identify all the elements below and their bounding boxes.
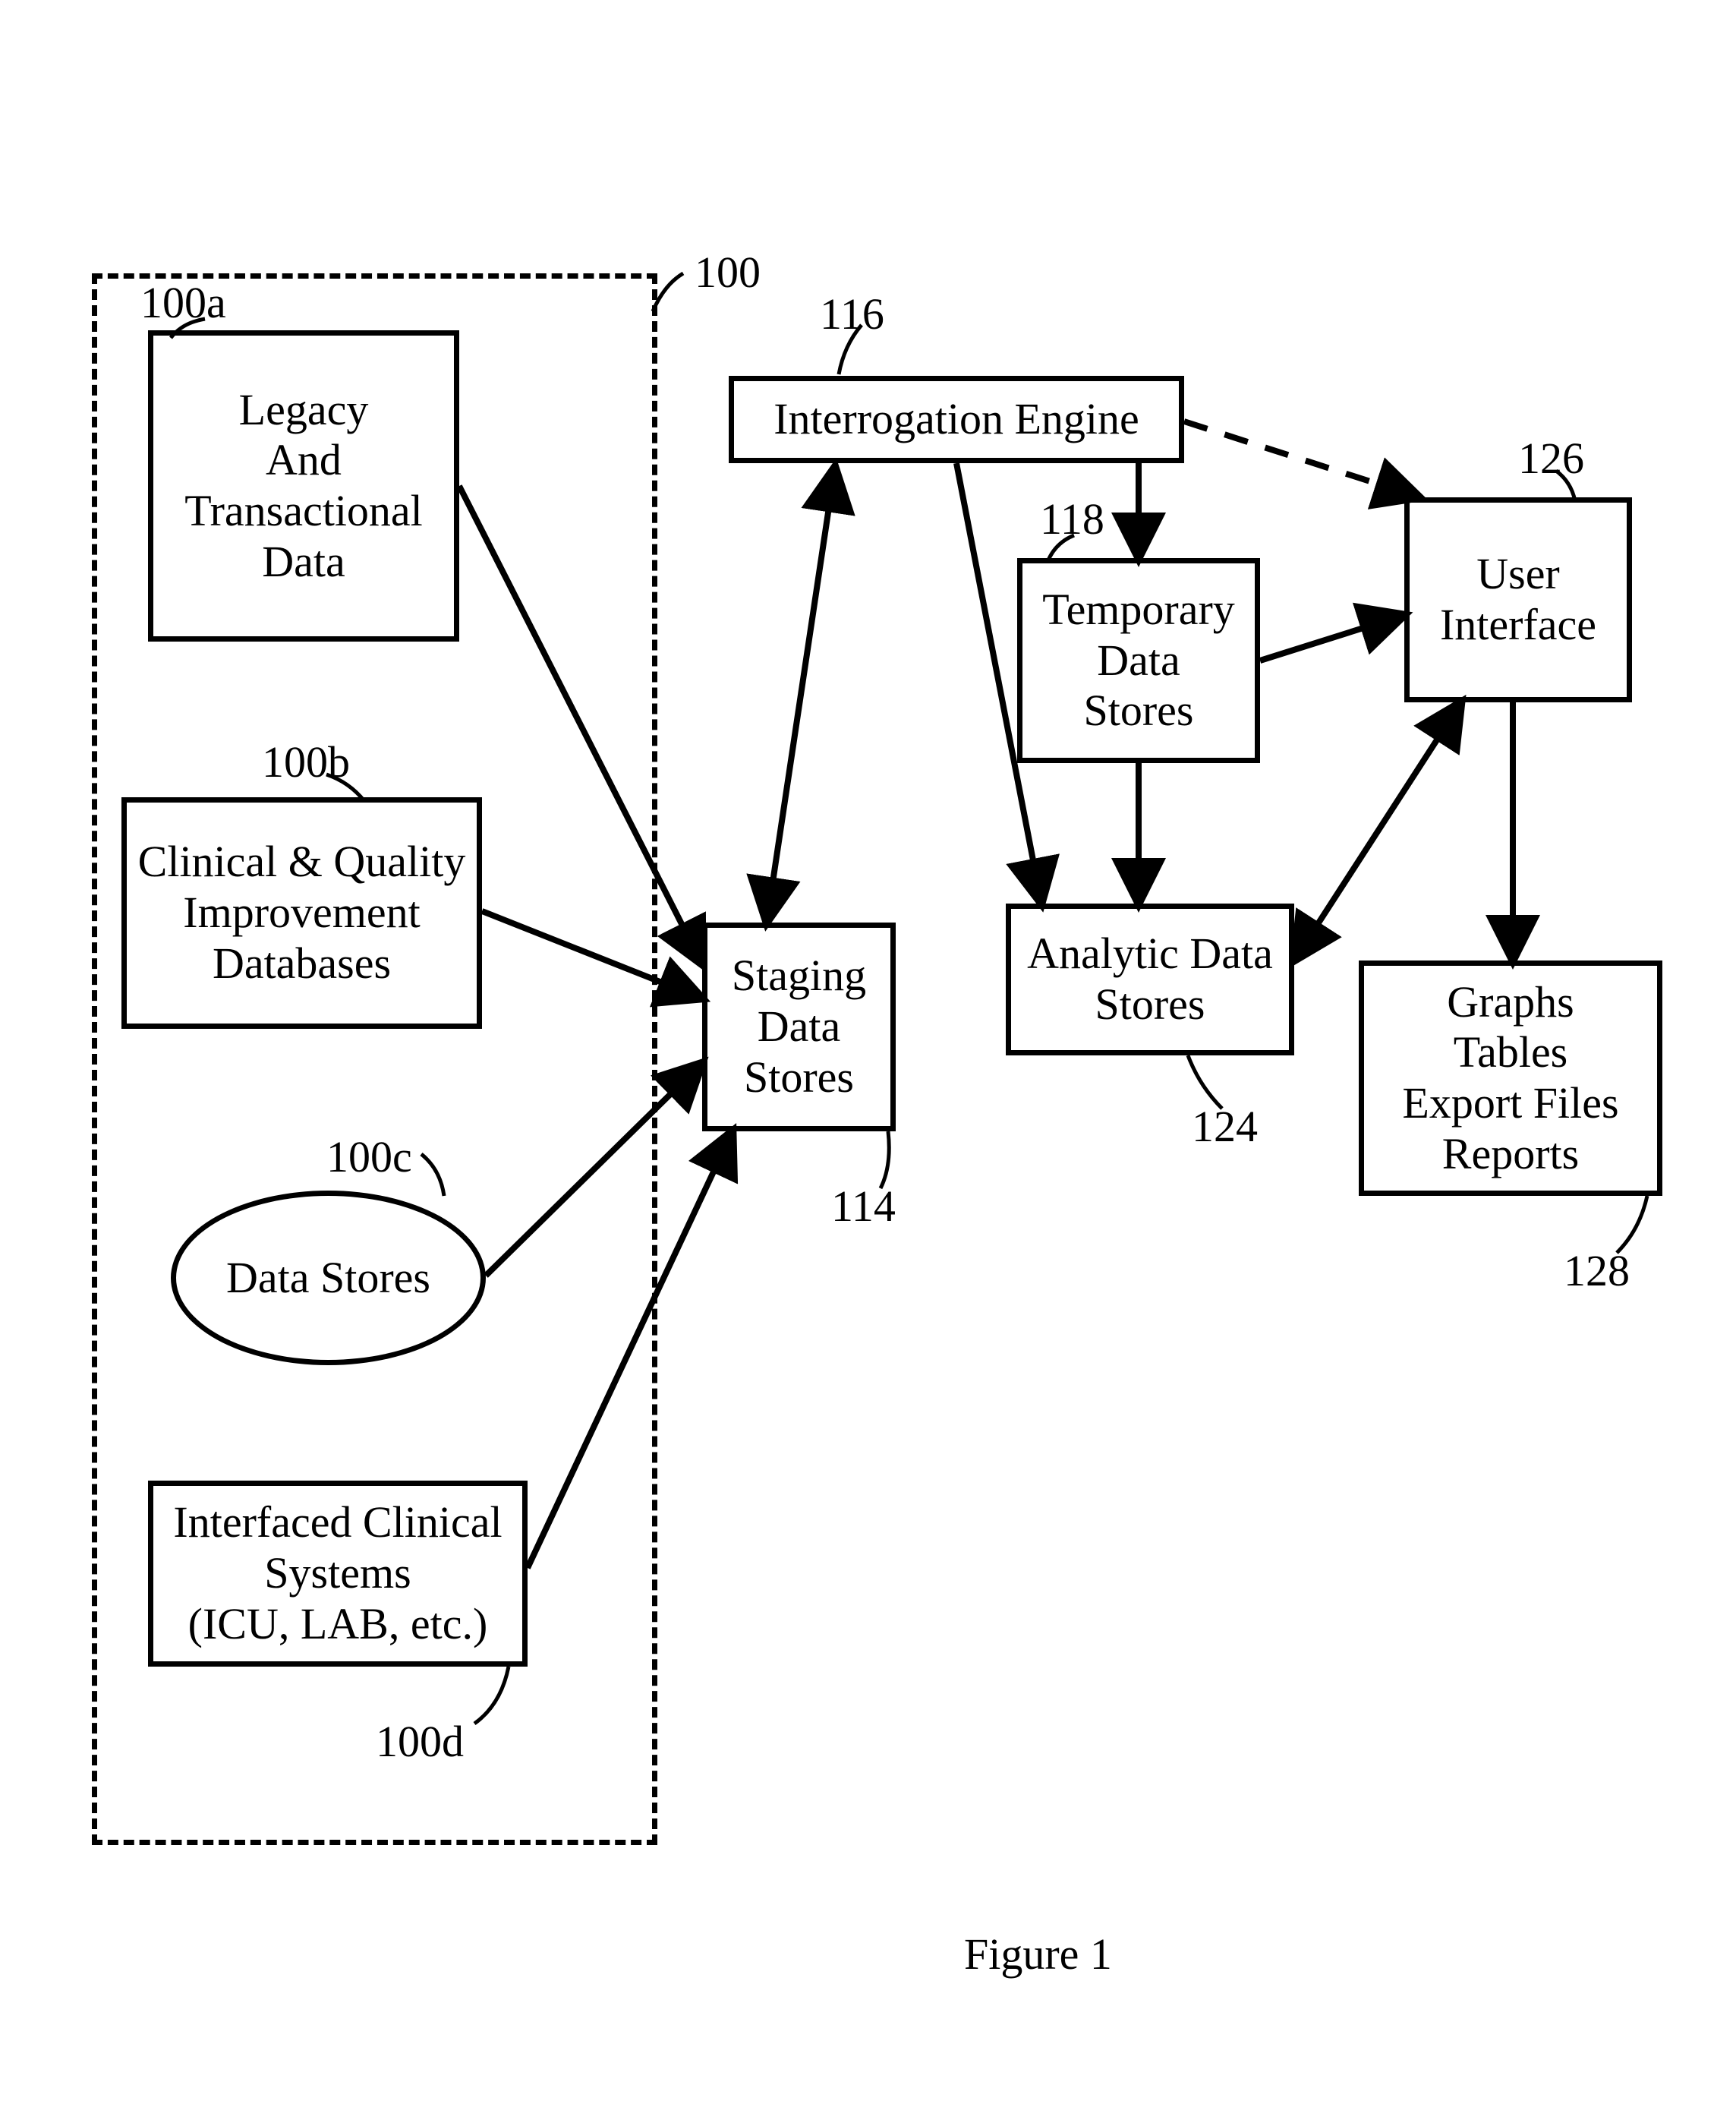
ref-label-116: 116 bbox=[820, 289, 884, 339]
node-label: GraphsTablesExport FilesReports bbox=[1402, 977, 1618, 1180]
ref-label-124: 124 bbox=[1192, 1101, 1258, 1152]
ref-label-100c: 100c bbox=[326, 1131, 412, 1182]
node-staging-data-stores: StagingDataStores bbox=[702, 923, 896, 1131]
figure-caption: Figure 1 bbox=[964, 1929, 1112, 1979]
node-data-stores: Data Stores bbox=[171, 1191, 486, 1365]
ref-label-100b: 100b bbox=[262, 737, 350, 787]
node-label: Clinical & QualityImprovementDatabases bbox=[138, 837, 466, 989]
node-interrogation-engine: Interrogation Engine bbox=[729, 376, 1184, 463]
node-label: StagingDataStores bbox=[732, 951, 866, 1102]
node-legacy-transactional-data: LegacyAndTransactionalData bbox=[148, 330, 459, 642]
node-temporary-data-stores: TemporaryDataStores bbox=[1017, 558, 1260, 763]
node-label: Analytic DataStores bbox=[1027, 929, 1273, 1030]
diagram-stage: LegacyAndTransactionalData Clinical & Qu… bbox=[0, 0, 1736, 2126]
node-interfaced-clinical-systems: Interfaced ClinicalSystems(ICU, LAB, etc… bbox=[148, 1481, 528, 1667]
node-label: LegacyAndTransactionalData bbox=[184, 385, 423, 588]
ref-label-128: 128 bbox=[1564, 1245, 1630, 1296]
node-outputs: GraphsTablesExport FilesReports bbox=[1359, 960, 1662, 1196]
ref-label-100d: 100d bbox=[376, 1716, 464, 1767]
node-user-interface: UserInterface bbox=[1404, 497, 1632, 702]
node-label: Interfaced ClinicalSystems(ICU, LAB, etc… bbox=[173, 1497, 502, 1649]
node-label: Interrogation Engine bbox=[773, 394, 1139, 445]
ref-label-118: 118 bbox=[1040, 494, 1104, 544]
node-analytic-data-stores: Analytic DataStores bbox=[1006, 904, 1294, 1055]
node-clinical-quality-databases: Clinical & QualityImprovementDatabases bbox=[121, 797, 482, 1029]
node-label: UserInterface bbox=[1440, 549, 1596, 650]
ref-label-100: 100 bbox=[695, 247, 761, 298]
node-label: Data Stores bbox=[226, 1253, 430, 1304]
node-label: TemporaryDataStores bbox=[1042, 585, 1235, 737]
ref-label-126: 126 bbox=[1518, 433, 1584, 484]
ref-label-114: 114 bbox=[831, 1181, 896, 1232]
ref-label-100a: 100a bbox=[140, 277, 226, 328]
